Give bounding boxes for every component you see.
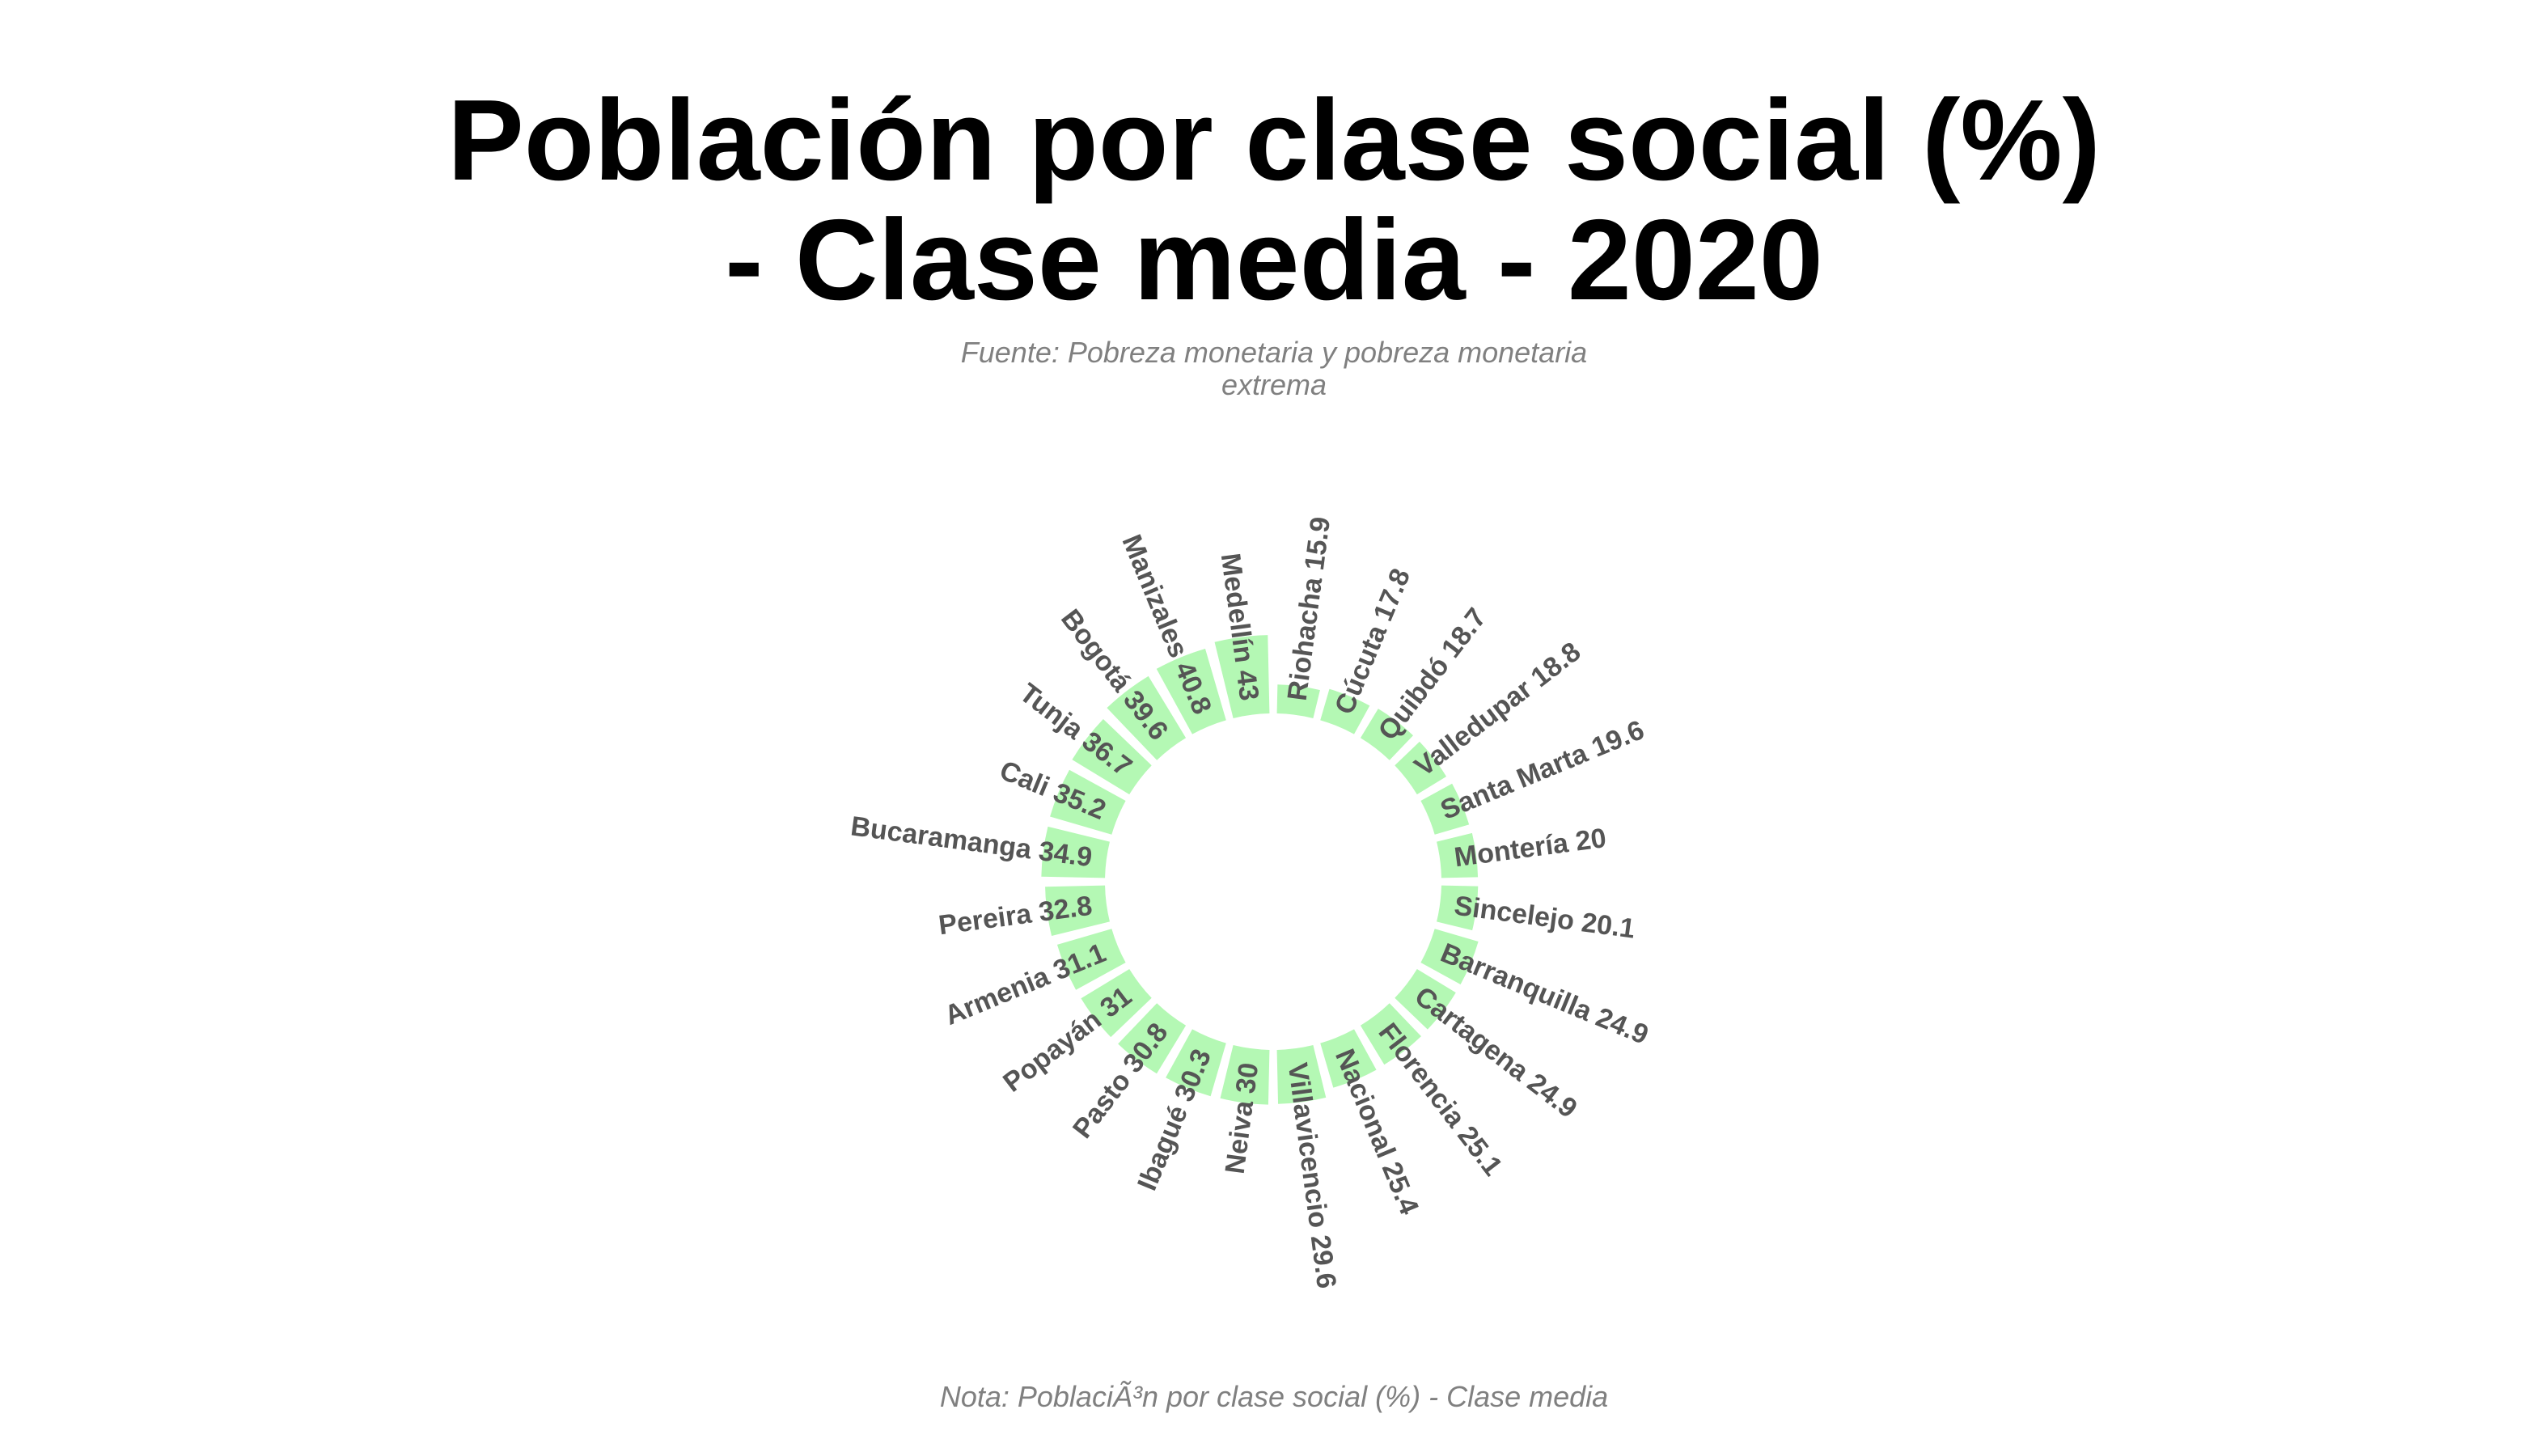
chart-title: Población por clase social (%) - Clase m… xyxy=(0,81,2548,320)
bar-label-bucaramanga: Bucaramanga 34.9 xyxy=(849,811,1094,873)
bar-popayán xyxy=(1081,968,1152,1038)
bar-cartagena xyxy=(1395,968,1456,1030)
bar-valledupar xyxy=(1395,741,1447,795)
bar-medellín xyxy=(1214,635,1270,718)
bar-tunja xyxy=(1072,718,1152,795)
chart-caption: Nota: PoblaciÃ³n por clase social (%) - … xyxy=(939,1380,1609,1413)
bar-label-sincelejo: Sincelejo 20.1 xyxy=(1453,891,1637,945)
bar-bucaramanga xyxy=(1041,826,1110,878)
bar-bogotá xyxy=(1107,675,1187,760)
bar-pereira xyxy=(1045,885,1110,936)
bar-sincelejo xyxy=(1437,885,1479,931)
bar-armenia xyxy=(1056,929,1126,990)
bar-montería xyxy=(1437,832,1479,878)
bar-label-montería: Montería 20 xyxy=(1453,823,1608,873)
chart-title-line-2: - Clase media - 2020 xyxy=(725,196,1823,324)
bar-florencia xyxy=(1360,1003,1421,1065)
bar-cali xyxy=(1050,769,1126,835)
bar-quibdó xyxy=(1360,709,1413,760)
bar-neiva xyxy=(1220,1045,1270,1105)
bar-label-medellín: Medellín 43 xyxy=(1215,552,1265,703)
bar-label-villavicencio: Villavicencio 29.6 xyxy=(1282,1061,1342,1291)
bar-villavicencio xyxy=(1276,1045,1327,1104)
bar-ibagué xyxy=(1166,1029,1226,1097)
bar-santa-marta xyxy=(1420,783,1470,835)
bar-barranquilla xyxy=(1420,929,1479,985)
bar-manizales xyxy=(1156,648,1226,734)
bar-label-pereira: Pereira 32.8 xyxy=(937,891,1094,942)
bar-pasto xyxy=(1118,1003,1187,1074)
chart-subtitle: Fuente: Pobreza monetaria y pobreza mone… xyxy=(960,336,1588,401)
bar-nacional xyxy=(1320,1029,1377,1088)
bar-label-riohacha: Riohacha 15.9 xyxy=(1282,515,1337,703)
chart-title-line-1: Población por clase social (%) xyxy=(447,76,2101,205)
bar-riohacha xyxy=(1276,684,1320,718)
bar-cúcuta xyxy=(1320,688,1370,734)
